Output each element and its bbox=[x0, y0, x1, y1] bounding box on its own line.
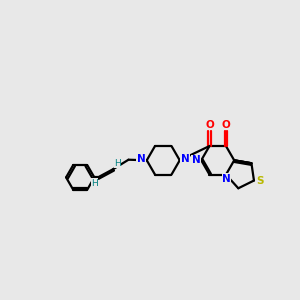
Text: H: H bbox=[91, 179, 98, 188]
Text: S: S bbox=[256, 176, 264, 186]
Text: N: N bbox=[137, 154, 146, 164]
Text: O: O bbox=[222, 120, 230, 130]
Text: N: N bbox=[192, 155, 200, 165]
Text: H: H bbox=[114, 159, 121, 168]
Text: N: N bbox=[222, 174, 231, 184]
Text: N: N bbox=[181, 154, 190, 164]
Text: O: O bbox=[205, 120, 214, 130]
